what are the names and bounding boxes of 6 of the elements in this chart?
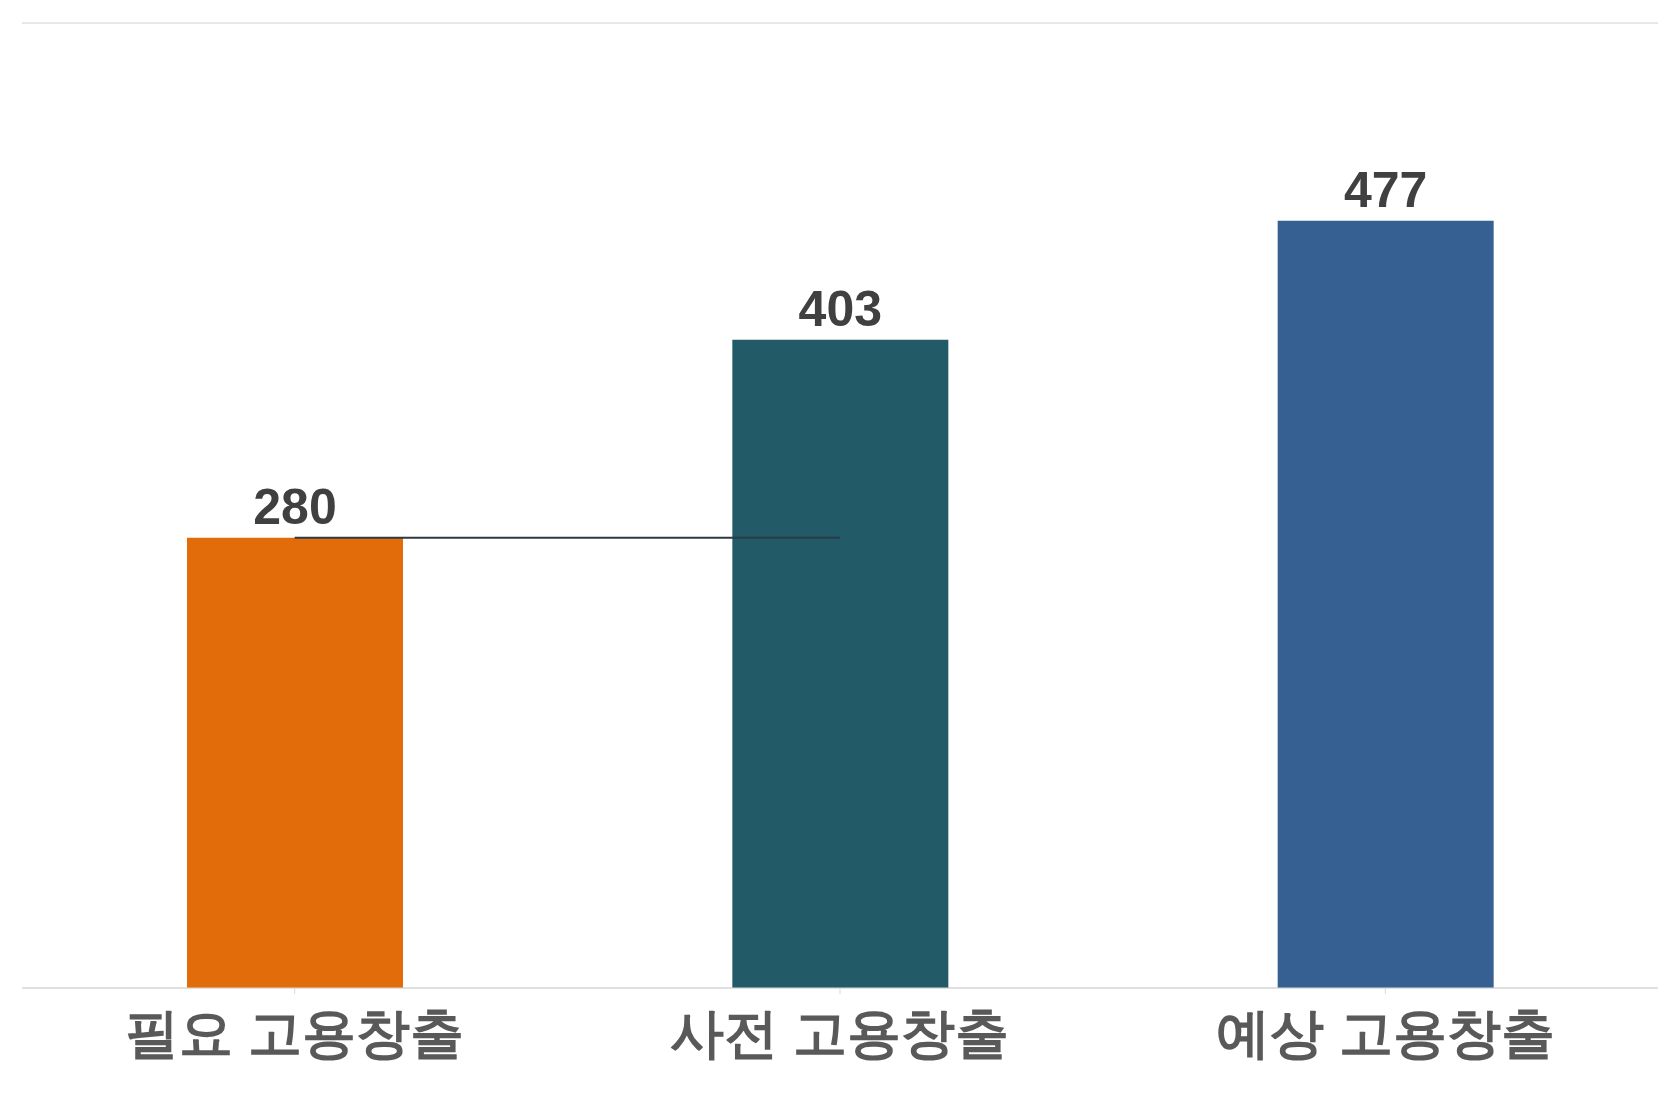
data-label: 280 <box>253 478 337 535</box>
x-tick-label: 필요 고용창출 <box>125 1003 465 1064</box>
x-tick-label: 사전 고용창출 <box>670 1003 1010 1064</box>
data-label: 403 <box>798 280 883 337</box>
x-tick-label: 예상 고용창출 <box>1215 1003 1555 1064</box>
data-label: 477 <box>1343 161 1428 218</box>
